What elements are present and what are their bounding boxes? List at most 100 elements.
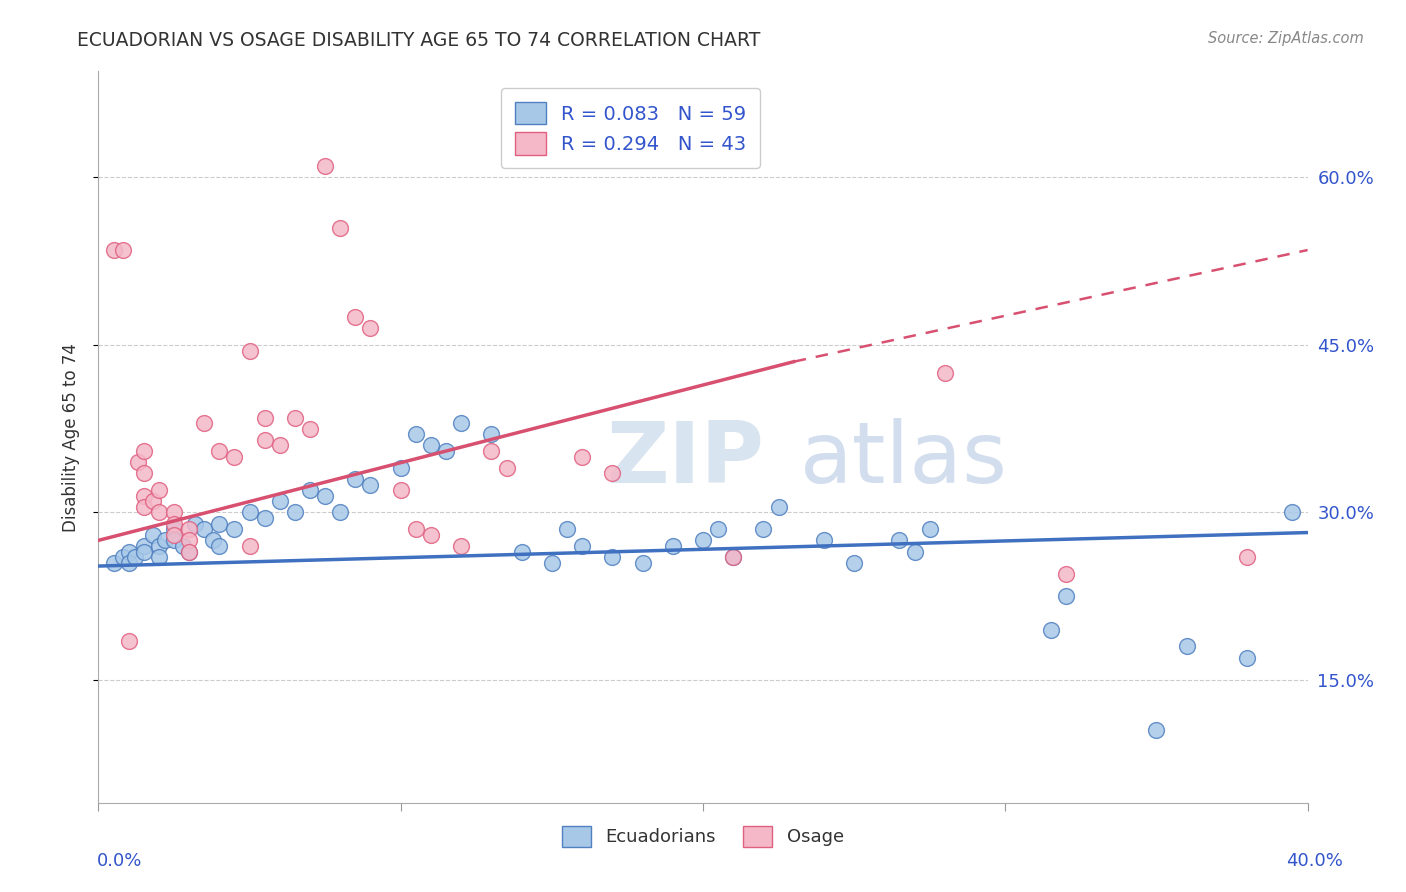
Point <box>934 366 956 380</box>
Y-axis label: Disability Age 65 to 74: Disability Age 65 to 74 <box>62 343 80 532</box>
Point <box>208 444 231 458</box>
Point <box>163 533 186 548</box>
Point <box>571 539 593 553</box>
Point <box>208 516 231 531</box>
Point <box>360 321 382 335</box>
Point <box>208 539 231 553</box>
Point <box>420 528 443 542</box>
Point <box>163 522 186 536</box>
Point <box>118 544 141 558</box>
Point <box>434 444 457 458</box>
Point <box>768 500 790 514</box>
Point <box>132 467 155 481</box>
Point <box>1175 640 1198 654</box>
Point <box>172 539 194 553</box>
Point <box>148 506 170 520</box>
Point <box>314 159 336 173</box>
Point <box>450 416 472 430</box>
Point <box>179 533 201 548</box>
Text: 0.0%: 0.0% <box>97 852 142 870</box>
Point <box>389 460 412 475</box>
Point <box>1039 623 1062 637</box>
Legend: Ecuadorians, Osage: Ecuadorians, Osage <box>554 817 852 856</box>
Text: Source: ZipAtlas.com: Source: ZipAtlas.com <box>1208 31 1364 46</box>
Point <box>360 477 382 491</box>
Point <box>132 544 155 558</box>
Point <box>239 343 262 358</box>
Point <box>111 243 134 257</box>
Point <box>124 550 146 565</box>
Point <box>184 516 207 531</box>
Point <box>148 483 170 497</box>
Point <box>329 506 352 520</box>
Point <box>692 533 714 548</box>
Point <box>510 544 533 558</box>
Point <box>239 506 262 520</box>
Point <box>904 544 927 558</box>
Point <box>148 550 170 565</box>
Point <box>1144 723 1167 738</box>
Point <box>193 416 215 430</box>
Point <box>1236 650 1258 665</box>
Point <box>540 556 562 570</box>
Point <box>299 483 322 497</box>
Text: atlas: atlas <box>800 417 1008 500</box>
Point <box>239 539 262 553</box>
Point <box>132 500 155 514</box>
Point <box>1236 550 1258 565</box>
Point <box>813 533 835 548</box>
Point <box>344 310 367 324</box>
Point <box>179 522 201 536</box>
Point <box>142 528 165 542</box>
Point <box>1281 506 1303 520</box>
Point <box>118 556 141 570</box>
Point <box>329 220 352 235</box>
Point <box>148 539 170 553</box>
Point <box>571 450 593 464</box>
Point <box>450 539 472 553</box>
Point <box>405 522 427 536</box>
Point <box>918 522 941 536</box>
Point <box>132 539 155 553</box>
Point <box>602 550 624 565</box>
Point <box>253 410 276 425</box>
Point <box>153 533 176 548</box>
Point <box>224 522 246 536</box>
Point <box>132 444 155 458</box>
Point <box>103 556 125 570</box>
Point <box>389 483 412 497</box>
Point <box>299 422 322 436</box>
Point <box>752 522 775 536</box>
Point <box>253 433 276 447</box>
Point <box>1054 589 1077 603</box>
Point <box>269 438 291 452</box>
Point <box>631 556 654 570</box>
Point <box>661 539 683 553</box>
Text: ECUADORIAN VS OSAGE DISABILITY AGE 65 TO 74 CORRELATION CHART: ECUADORIAN VS OSAGE DISABILITY AGE 65 TO… <box>77 31 761 50</box>
Point <box>420 438 443 452</box>
Point <box>495 460 517 475</box>
Point <box>405 427 427 442</box>
Point <box>179 544 201 558</box>
Point <box>193 522 215 536</box>
Point <box>163 506 186 520</box>
Point <box>889 533 911 548</box>
Point <box>224 450 246 464</box>
Point <box>344 472 367 486</box>
Point <box>723 550 745 565</box>
Point <box>707 522 730 536</box>
Point <box>314 489 336 503</box>
Text: ZIP: ZIP <box>606 417 763 500</box>
Point <box>269 494 291 508</box>
Point <box>163 516 186 531</box>
Point <box>284 410 307 425</box>
Point <box>127 455 149 469</box>
Point <box>284 506 307 520</box>
Point <box>132 489 155 503</box>
Point <box>602 467 624 481</box>
Point <box>111 550 134 565</box>
Point <box>163 528 186 542</box>
Point <box>844 556 866 570</box>
Text: 40.0%: 40.0% <box>1286 852 1343 870</box>
Point <box>1054 566 1077 581</box>
